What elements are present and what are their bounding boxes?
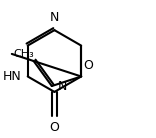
Text: CH₃: CH₃ [13,49,34,59]
Text: O: O [83,59,93,72]
Text: HN: HN [3,70,22,83]
Text: N: N [58,79,67,92]
Text: N: N [50,11,59,24]
Text: O: O [49,121,59,134]
